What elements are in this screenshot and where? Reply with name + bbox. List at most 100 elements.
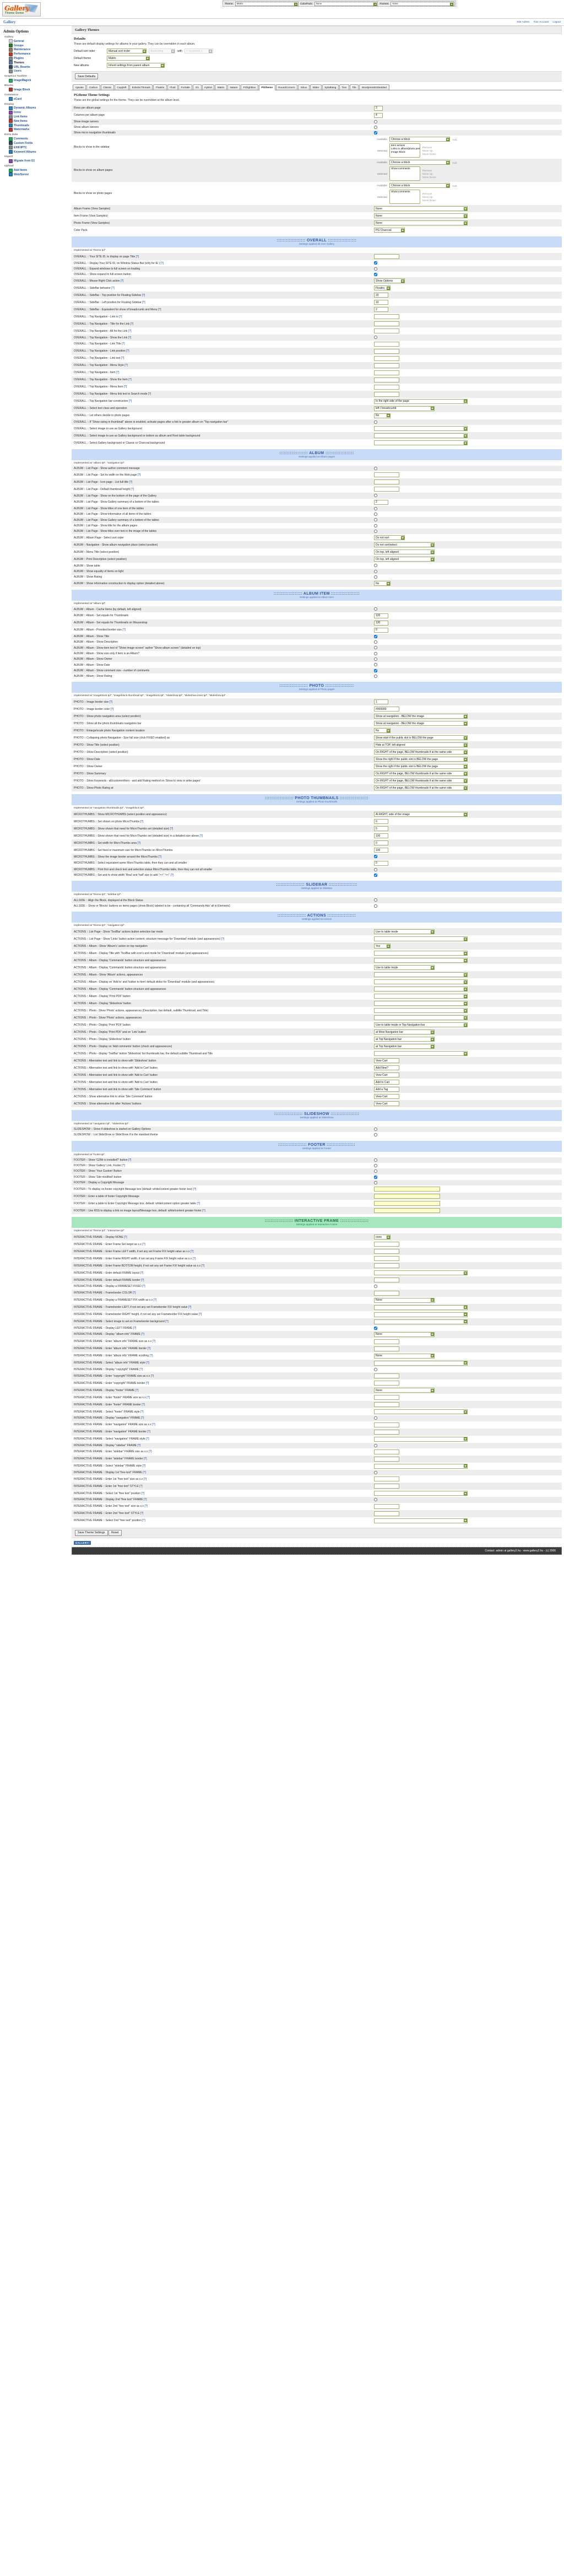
site-admin-link[interactable]: Site Admin — [517, 20, 530, 24]
theme-settings-field-4[interactable] — [374, 131, 377, 135]
theme-settings-field-8[interactable]: None — [374, 206, 468, 212]
sidebar-item-themes[interactable]: Themes — [9, 61, 69, 65]
theme-strip-theme-select[interactable]: Matrix ▾ — [235, 1, 299, 6]
actions-field-16[interactable]: at Top Navigation bar — [374, 1044, 435, 1049]
tab-roundcorners[interactable]: RoundCorners — [275, 84, 298, 90]
sort-direction-select-wrap[interactable]: Ascending — [149, 48, 175, 53]
sidebar-item-groups[interactable]: Groups — [9, 44, 69, 48]
tab-nature[interactable]: Nature — [227, 84, 241, 90]
actions-field-5-wrap[interactable]: Use to table mode — [374, 965, 435, 970]
album-item-field-7[interactable] — [374, 651, 377, 655]
help-link[interactable]: [?] — [143, 1457, 147, 1461]
help-link[interactable]: [?] — [142, 1285, 145, 1289]
album-field-0[interactable] — [374, 467, 377, 471]
theme-settings-field-10[interactable]: None — [374, 220, 468, 226]
your-account-link[interactable]: Your Account — [533, 20, 549, 24]
overall-field-11[interactable] — [374, 328, 399, 334]
tab-fluid[interactable]: Fluid — [167, 84, 178, 90]
album-field-17[interactable] — [374, 575, 377, 579]
overall-field-14[interactable] — [374, 348, 399, 354]
sidebar-item-maintenance[interactable]: Maintenance — [9, 47, 69, 52]
photo-thumb-field-5[interactable] — [374, 848, 388, 853]
theme-settings-field-7-move-down-link[interactable]: Move Down — [422, 199, 436, 202]
photo-thumb-field-8[interactable] — [374, 867, 377, 871]
interactive-frame-field-3[interactable] — [374, 1256, 399, 1262]
overall-field-22-wrap[interactable]: left / breadcrumb — [374, 406, 435, 411]
photo-field-6-wrap[interactable]: Hide at TOP, left aligned — [374, 742, 468, 748]
help-link[interactable]: [?] — [146, 1437, 149, 1441]
footer-field-7[interactable] — [374, 1201, 440, 1206]
sidebar-item-link-items[interactable]: Link Items — [9, 115, 69, 119]
tab-g1[interactable]: G1 — [193, 84, 202, 90]
interactive-frame-field-38[interactable] — [374, 1498, 377, 1502]
actions-field-8[interactable] — [374, 987, 468, 991]
help-link[interactable]: [?] — [128, 378, 132, 382]
actions-field-9-wrap[interactable] — [374, 994, 468, 999]
photo-field-10[interactable]: On RIGHT of the page, BELOW thumbnails i… — [374, 771, 468, 777]
album-field-18[interactable]: No — [374, 581, 391, 586]
help-link[interactable]: [?] — [133, 1326, 137, 1330]
tab-slider[interactable]: Slider — [310, 84, 322, 90]
actions-field-0[interactable]: Use to table mode — [374, 929, 435, 934]
preset-select-wrap[interactable]: < no preset > — [184, 48, 213, 53]
help-link[interactable]: [?] — [146, 1361, 149, 1365]
overall-field-5-wrap[interactable]: Floating — [374, 285, 391, 291]
interactive-frame-field-5-wrap[interactable] — [374, 1270, 468, 1276]
theme-settings-field-6-selected-list[interactable]: Show comments — [389, 166, 420, 181]
interactive-frame-field-29-wrap[interactable] — [374, 1436, 468, 1442]
theme-settings-field-6-available-select-wrap[interactable]: Choose a block — [389, 160, 450, 165]
tab-floatrix[interactable]: Floatrix — [153, 84, 167, 90]
album-field-3[interactable] — [374, 487, 399, 492]
interactive-frame-field-18-wrap[interactable] — [374, 1360, 468, 1366]
overall-field-0[interactable] — [374, 254, 399, 260]
overall-field-9[interactable] — [374, 314, 399, 320]
album-field-18-wrap[interactable]: No — [374, 581, 391, 586]
tab-pglightbox[interactable]: PGlightbox — [241, 84, 258, 90]
help-link[interactable]: [?] — [148, 1450, 152, 1454]
album-field-14[interactable]: On top, left aligned — [374, 557, 435, 562]
album-item-field-5[interactable] — [374, 640, 377, 644]
overall-field-22[interactable]: left / breadcrumb — [374, 406, 435, 411]
tab-eclecticthreads[interactable]: EclecticThreads — [129, 84, 153, 90]
help-link[interactable]: [?] — [193, 1187, 197, 1191]
new-albums-select[interactable]: Inherit settings from parent album — [107, 63, 165, 68]
actions-field-20[interactable] — [374, 1073, 399, 1077]
photo-thumb-field-4[interactable] — [374, 840, 388, 846]
album-field-10[interactable] — [374, 530, 377, 533]
album-item-field-11[interactable] — [374, 675, 377, 678]
theme-settings-field-8-wrap[interactable]: None — [374, 206, 468, 212]
interactive-frame-field-25[interactable] — [374, 1409, 468, 1415]
actions-field-14[interactable]: at Most Navigation bar — [374, 1030, 435, 1034]
album-field-6[interactable] — [374, 506, 377, 510]
actions-field-17-wrap[interactable] — [374, 1051, 468, 1056]
interactive-frame-field-33[interactable] — [374, 1463, 468, 1469]
actions-field-16-wrap[interactable]: at Top Navigation bar — [374, 1044, 435, 1049]
interactive-frame-field-16[interactable] — [374, 1346, 399, 1351]
help-link[interactable]: [?] — [128, 1158, 132, 1162]
photo-field-2[interactable]: Show at navigation - BELOW the image — [374, 714, 468, 719]
photo-thumb-field-9[interactable] — [374, 874, 377, 877]
help-link[interactable]: [?] — [150, 1374, 154, 1378]
overall-field-2[interactable] — [374, 267, 377, 271]
footer-field-5[interactable] — [374, 1187, 440, 1192]
photo-thumb-field-6[interactable] — [374, 855, 377, 859]
overall-field-8[interactable] — [374, 307, 388, 312]
help-link[interactable]: [?] — [140, 1416, 144, 1420]
interactive-frame-field-23[interactable] — [374, 1395, 399, 1400]
help-link[interactable]: [?] — [202, 1209, 205, 1212]
tab-pgtheme[interactable]: PGtheme — [258, 84, 275, 90]
interactive-frame-field-22-wrap[interactable]: None — [374, 1388, 435, 1393]
help-link[interactable]: [?] — [144, 1505, 148, 1508]
interactive-frame-field-7[interactable] — [374, 1285, 377, 1289]
actions-field-9[interactable] — [374, 994, 468, 999]
album-field-4[interactable] — [374, 494, 377, 498]
actions-field-7-wrap[interactable] — [374, 979, 468, 984]
interactive-frame-field-27[interactable] — [374, 1422, 399, 1427]
interactive-frame-field-36[interactable] — [374, 1484, 399, 1489]
photo-thumb-field-3[interactable] — [374, 833, 388, 839]
sidebar-item-add-items[interactable]: Add Items — [9, 168, 69, 173]
sidebar-item-users[interactable]: Users — [9, 69, 69, 73]
overall-field-26-wrap[interactable] — [374, 433, 468, 439]
help-link[interactable]: [?] — [152, 1423, 155, 1427]
photo-field-1[interactable] — [374, 707, 399, 712]
